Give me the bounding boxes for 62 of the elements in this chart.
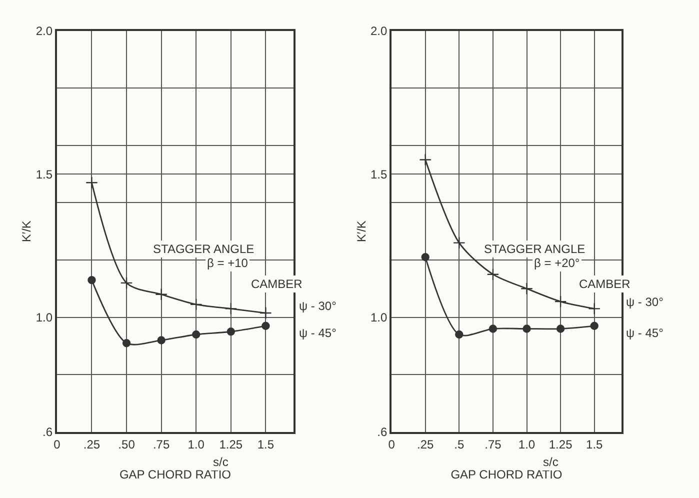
point <box>157 336 166 344</box>
y-axis-title: K′/K <box>20 220 34 242</box>
text: ψ - 30° <box>626 295 664 309</box>
point <box>155 288 168 301</box>
x-tick-label: .5 <box>454 437 464 452</box>
x-tick-label: 1.0 <box>518 437 536 452</box>
point <box>260 306 272 320</box>
point <box>421 253 430 262</box>
point <box>88 276 96 284</box>
point <box>419 154 432 166</box>
x-tick-label: 1.25 <box>219 437 243 452</box>
text: ψ - 45° <box>299 326 337 340</box>
y-axis-title: K′/K <box>354 220 368 242</box>
text: ψ - 45° <box>626 326 664 340</box>
text: ψ - 30° <box>299 299 337 313</box>
point <box>226 328 236 336</box>
x-tick-label: 1.5 <box>257 437 274 452</box>
point <box>522 324 531 333</box>
y-tick-label: 1.5 <box>370 167 388 182</box>
point <box>192 330 200 339</box>
point <box>588 302 601 315</box>
point <box>262 322 270 330</box>
point <box>486 268 500 281</box>
x-tick-label: .75 <box>484 437 502 452</box>
point <box>120 276 133 290</box>
x-tick-label: 1.5 <box>586 437 604 452</box>
y-tick-label: .6 <box>42 425 53 440</box>
annotation: CAMBER <box>579 277 631 291</box>
y-tick-label: 1.5 <box>36 167 53 182</box>
x-tick-label: 1.25 <box>548 437 573 452</box>
annotation: CAMBER <box>251 277 303 291</box>
x-tick-label: .25 <box>417 437 434 452</box>
text: s/c <box>543 455 558 469</box>
point <box>590 322 598 330</box>
annotation: β = +10 <box>207 256 248 270</box>
point <box>488 324 498 333</box>
y-tick-label: .6 <box>377 425 388 440</box>
annotation: β = +20° <box>534 256 580 270</box>
annotation: STAGGER ANGLE <box>153 242 254 256</box>
point <box>554 295 567 308</box>
point <box>455 330 464 339</box>
y-tick-label: 1.0 <box>36 310 53 325</box>
x-tick-label: 0 <box>388 437 396 452</box>
point <box>452 236 466 250</box>
point <box>122 338 131 348</box>
point <box>224 302 238 315</box>
point <box>520 282 533 295</box>
x-tick-label: .50 <box>118 437 136 452</box>
y-tick-label: 2.0 <box>36 24 53 38</box>
point <box>190 298 202 311</box>
x-tick-label: 1.0 <box>188 437 205 452</box>
x-tick-label: .75 <box>152 437 170 452</box>
x-tick-label: .25 <box>83 437 100 452</box>
text: s/c <box>213 455 228 469</box>
x-tick-label: 0 <box>54 437 61 452</box>
point <box>556 324 565 333</box>
point <box>86 176 98 189</box>
annotation: STAGGER ANGLE <box>484 242 586 256</box>
x-axis-title: GAP CHORD RATIO <box>119 468 232 482</box>
x-axis-title: GAP CHORD RATIO <box>450 468 562 482</box>
y-tick-label: 2.0 <box>370 24 388 38</box>
y-tick-label: 1.0 <box>370 310 388 325</box>
